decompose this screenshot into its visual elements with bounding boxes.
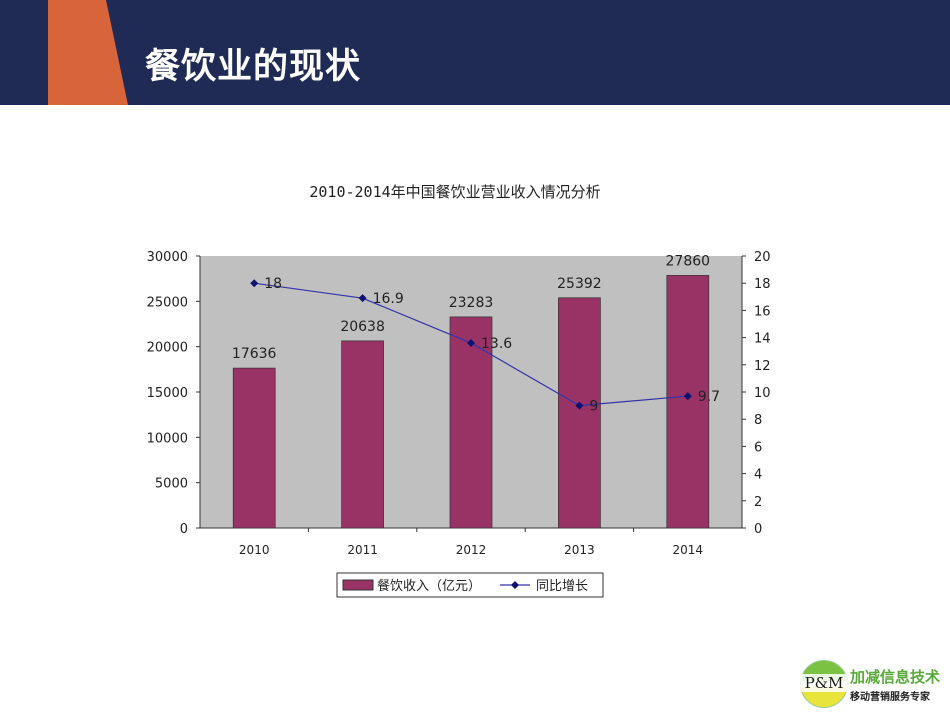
x-tick-label: 2012 <box>456 543 487 557</box>
right-tick-label: 18 <box>754 277 771 292</box>
right-tick-label: 6 <box>754 440 762 455</box>
bar <box>666 275 710 529</box>
legend-line-marker <box>511 581 519 589</box>
line-data-label: 9.7 <box>698 389 720 405</box>
right-tick-label: 20 <box>754 250 771 265</box>
logo-tagline: 移动营销服务专家 <box>850 692 930 703</box>
logo-name: 加减信息技术 <box>850 668 941 686</box>
line-data-label: 13.6 <box>481 336 512 352</box>
legend-line-label: 同比增长 <box>536 579 588 594</box>
x-tick-label: 2013 <box>564 543 595 557</box>
right-tick-label: 4 <box>754 468 762 483</box>
line-point <box>250 279 259 288</box>
legend-bar-label: 餐饮收入（亿元） <box>377 578 481 594</box>
right-tick-label: 16 <box>754 304 771 319</box>
bar <box>558 297 601 529</box>
chart-title: 2010-2014年中国餐饮业营业收入情况分析 <box>309 183 600 201</box>
right-tick-label: 10 <box>754 386 771 401</box>
bar <box>341 340 384 529</box>
bar-data-label: 17636 <box>232 346 277 362</box>
legend-box <box>336 572 604 598</box>
line-point <box>683 392 692 401</box>
bar <box>232 367 276 529</box>
left-tick-label: 25000 <box>147 295 188 310</box>
line-data-label: 18 <box>264 276 282 292</box>
left-tick-label: 30000 <box>147 250 188 265</box>
logo-mark: P&M <box>800 674 848 692</box>
slide-header <box>0 0 950 105</box>
left-tick-label: 0 <box>180 522 188 537</box>
legend-bar-swatch <box>342 579 374 591</box>
bar-data-label: 23283 <box>449 295 494 311</box>
left-tick-label: 20000 <box>147 341 188 356</box>
right-tick-label: 12 <box>754 359 771 374</box>
slide-title: 餐饮业的现状 <box>145 47 362 87</box>
x-tick-label: 2010 <box>239 543 270 557</box>
right-tick-label: 8 <box>754 413 762 428</box>
bar-data-label: 20638 <box>340 319 385 335</box>
left-tick-label: 15000 <box>147 386 188 401</box>
line-point <box>467 339 475 348</box>
right-tick-label: 2 <box>754 495 762 510</box>
x-tick-label: 2011 <box>347 543 378 557</box>
x-tick-label: 2014 <box>673 543 704 557</box>
company-logo: P&M 加减信息技术 移动营销服务专家 <box>800 660 948 710</box>
left-tick-label: 5000 <box>155 477 188 492</box>
line-data-label: 16.9 <box>373 291 404 307</box>
bar-data-label: 27860 <box>666 253 711 269</box>
line-point <box>358 294 367 303</box>
right-tick-label: 14 <box>754 332 771 347</box>
right-tick-label: 0 <box>754 522 762 537</box>
line-data-label: 9 <box>589 399 598 415</box>
bar-data-label: 25392 <box>557 276 602 292</box>
left-tick-label: 10000 <box>147 431 188 446</box>
bar <box>449 316 493 529</box>
line-point <box>575 401 584 410</box>
